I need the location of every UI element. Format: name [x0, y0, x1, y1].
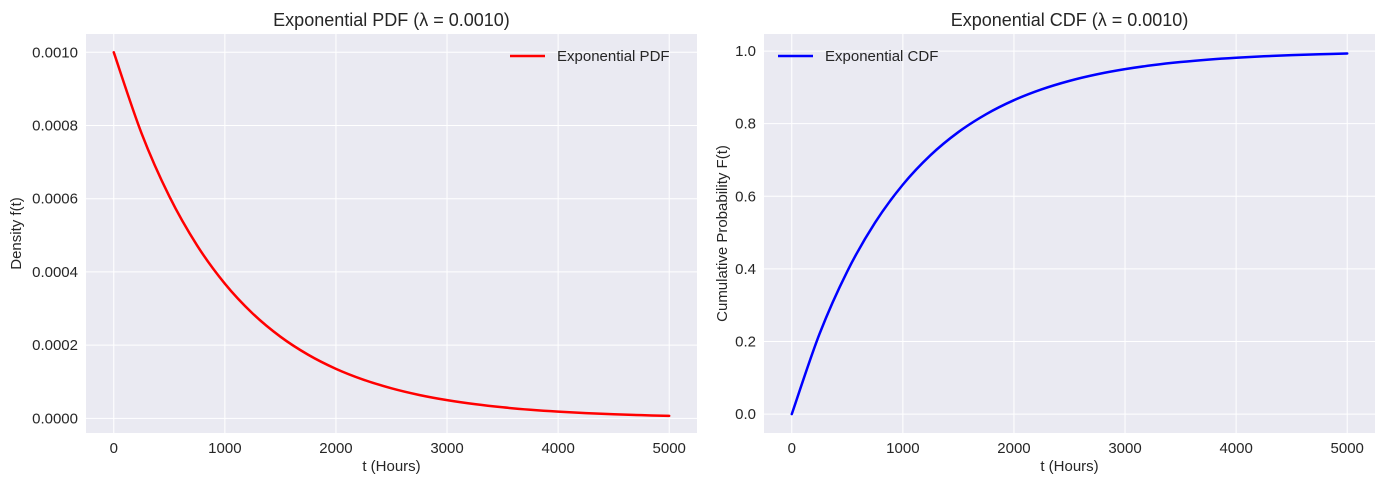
y-tick-label: 1.0 — [735, 43, 756, 60]
pdf-chart: 0 1000 2000 3000 4000 5000 0.0000 0.0002 0.0004 0… — [8, 10, 697, 475]
x-tick-label: 3000 — [1108, 440, 1141, 457]
cdf-chart: 0 1000 2000 3000 4000 5000 0.0 0.2 0.4 0.6 0.8 1.0 E… — [714, 10, 1375, 475]
y-tick-label: 0.6 — [735, 188, 756, 205]
y-axis-label: Density f(t) — [8, 197, 25, 270]
y-tick-label: 0.0 — [735, 406, 756, 423]
series-line — [790, 52, 1349, 416]
legend: Exponential CDF — [778, 48, 938, 65]
x-axis-label: t (Hours) — [362, 458, 420, 475]
legend-label: Exponential CDF — [825, 48, 938, 65]
x-tick-label: 1000 — [886, 440, 919, 457]
chart-title: Exponential PDF (λ = 0.0010) — [273, 10, 510, 30]
x-tick-label: 4000 — [541, 440, 574, 457]
x-tick-label: 5000 — [653, 440, 686, 457]
y-tick-label: 0.2 — [735, 334, 756, 351]
legend: Exponential PDF — [510, 48, 670, 65]
x-tick-label: 0 — [110, 440, 118, 457]
y-tick-label: 0.0008 — [32, 118, 78, 135]
y-tick-label: 0.0002 — [32, 337, 78, 354]
x-tick-label: 1000 — [208, 440, 241, 457]
y-tick-label: 0.4 — [735, 261, 756, 278]
x-tick-label: 3000 — [430, 440, 463, 457]
y-tick-label: 0.0006 — [32, 191, 78, 208]
x-tick-label: 4000 — [1219, 440, 1252, 457]
y-tick-label: 0.0004 — [32, 264, 78, 281]
x-tick-label: 2000 — [319, 440, 352, 457]
y-axis-label: Cumulative Probability F(t) — [714, 145, 731, 322]
x-axis-label: t (Hours) — [1040, 458, 1098, 475]
series-line — [112, 51, 671, 418]
y-tick-label: 0.8 — [735, 116, 756, 133]
x-tick-label: 2000 — [997, 440, 1030, 457]
plot-area — [764, 34, 1375, 433]
y-tick-label: 0.0010 — [32, 44, 78, 61]
chart-title: Exponential CDF (λ = 0.0010) — [951, 10, 1189, 30]
plot-area — [86, 34, 697, 433]
legend-label: Exponential PDF — [557, 48, 670, 65]
x-tick-label: 5000 — [1331, 440, 1364, 457]
x-tick-label: 0 — [788, 440, 796, 457]
y-tick-label: 0.0000 — [32, 410, 78, 427]
